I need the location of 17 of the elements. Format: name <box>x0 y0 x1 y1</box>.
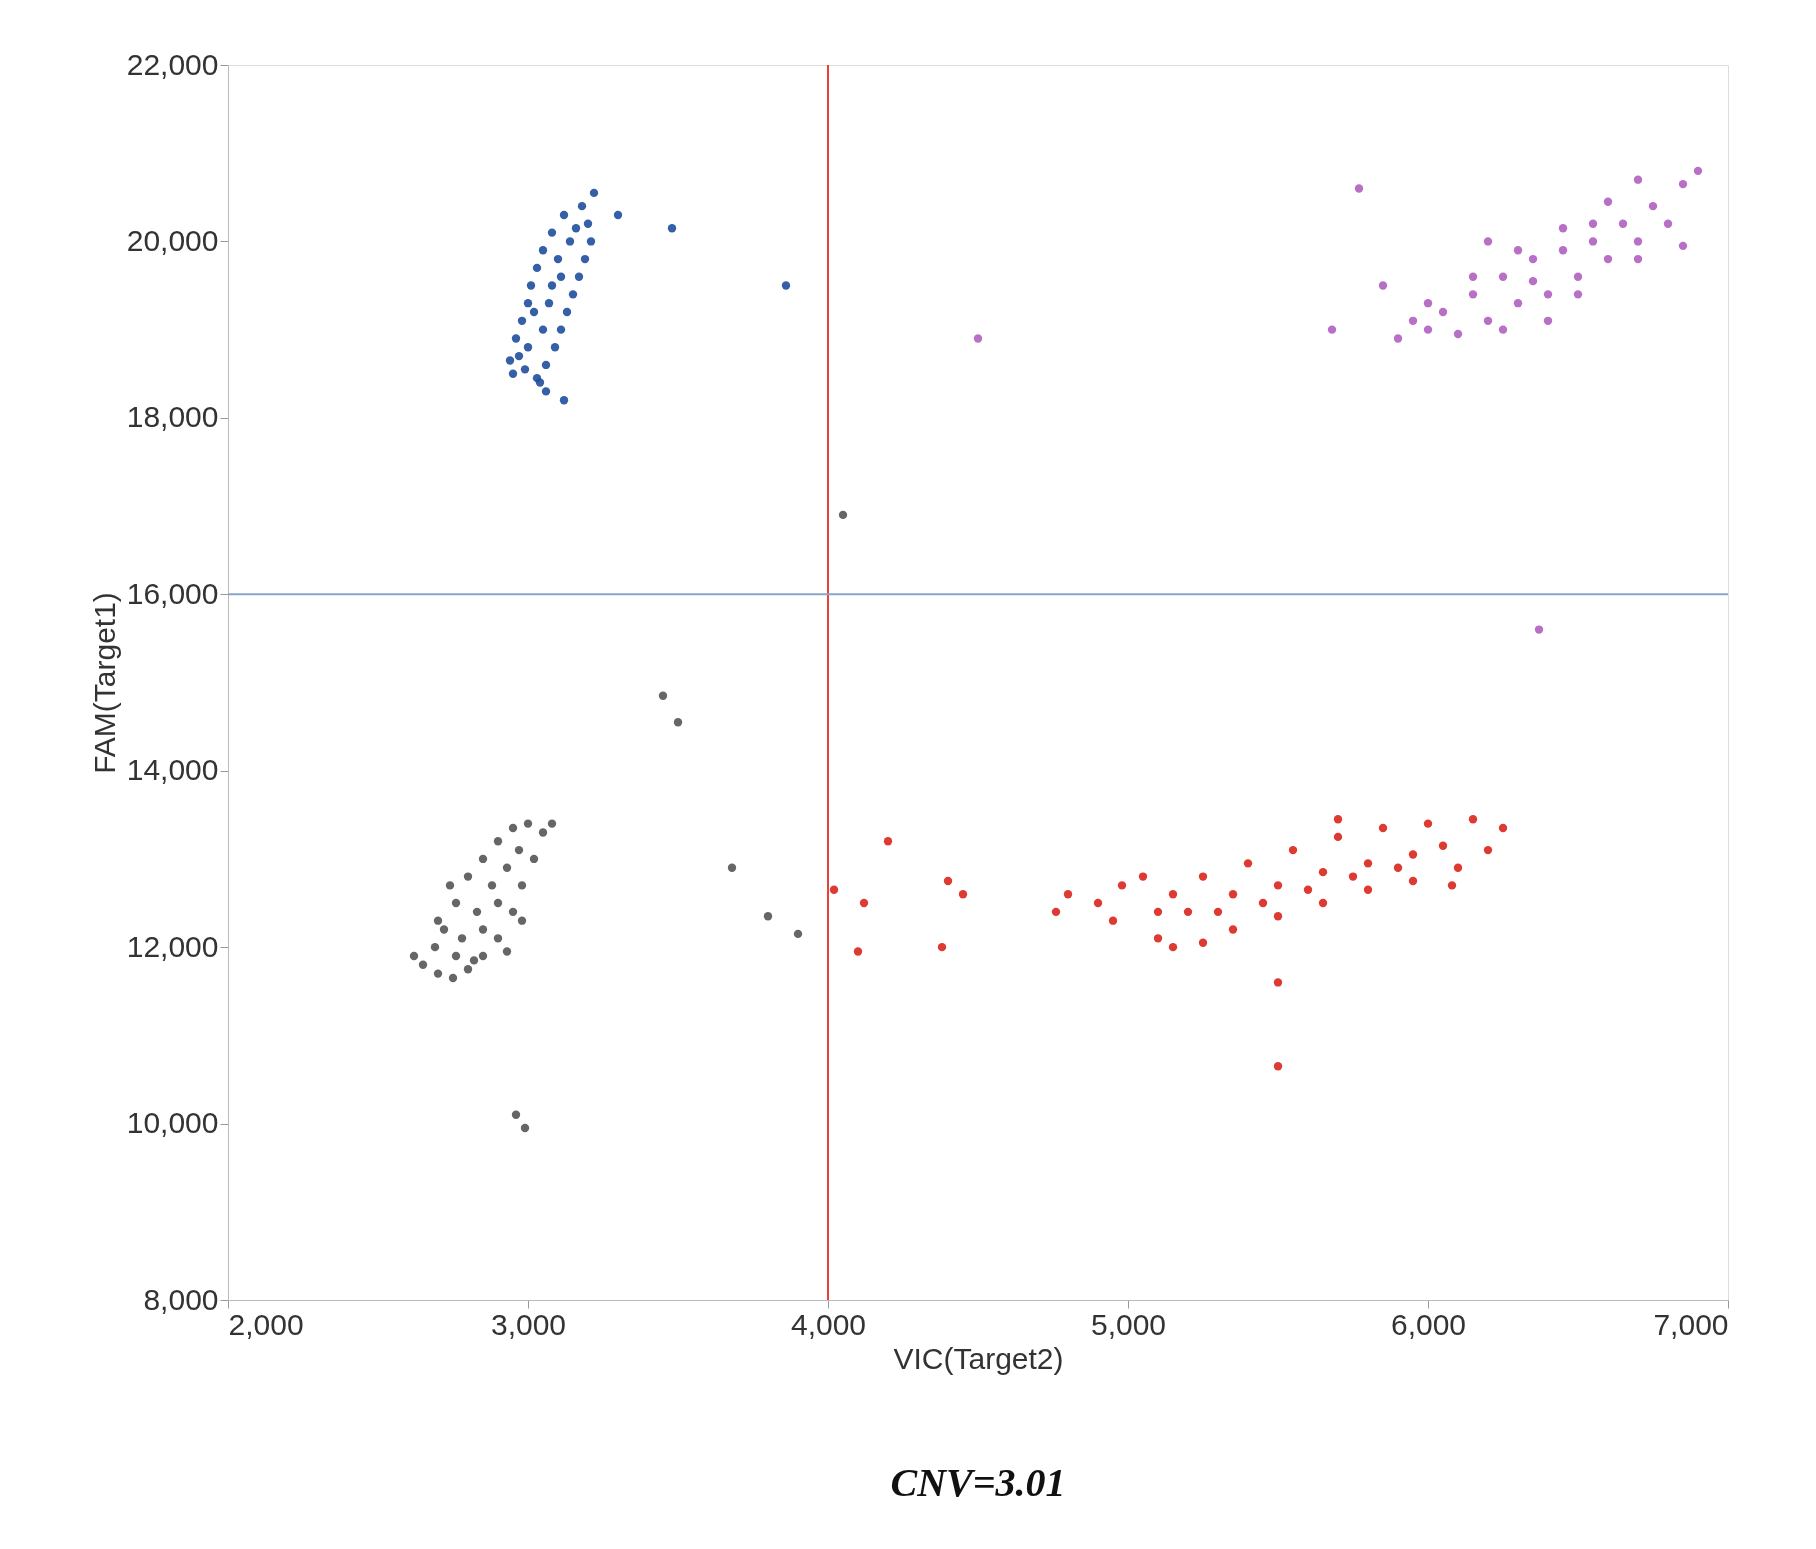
y-tick-label: 18,000 <box>126 400 219 434</box>
x-tick-label: 7,000 <box>1653 1307 1729 1341</box>
y-axis-title: FAM(Target1) <box>87 592 121 774</box>
text: CNV=3.01 <box>890 1460 1066 1505</box>
y-tick-label: 10,000 <box>126 1106 219 1140</box>
y-tick-label: 20,000 <box>126 223 219 257</box>
x-axis-title: VIC(Target2) <box>893 1341 1064 1375</box>
y-tick-label: 12,000 <box>126 929 219 963</box>
x-tick-label: 4,000 <box>790 1307 867 1341</box>
x-tick-label: 3,000 <box>490 1307 567 1341</box>
y-tick-label: 16,000 <box>126 576 219 610</box>
y-tick-label: 8,000 <box>143 1282 219 1316</box>
x-tick-label: 5,000 <box>1090 1307 1167 1341</box>
x-tick-label: 2,000 <box>228 1307 304 1341</box>
y-tick-label: 22,000 <box>126 47 219 81</box>
y-tick-label: 14,000 <box>126 753 219 787</box>
x-tick-label: 6,000 <box>1390 1307 1467 1341</box>
